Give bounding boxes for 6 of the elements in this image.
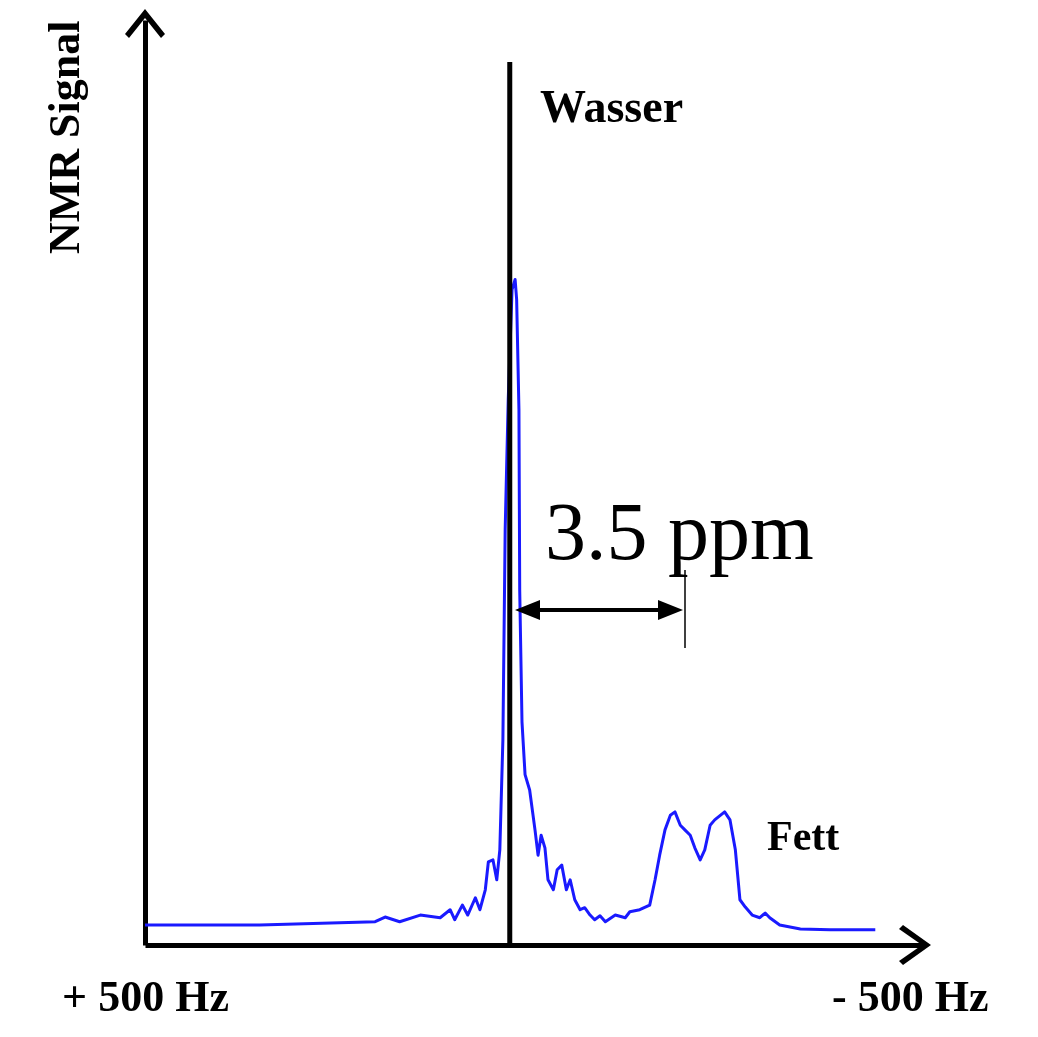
y-axis-title: NMR Signal (39, 20, 89, 254)
annotation: Fett (767, 813, 840, 859)
x-tick-label: + 500 Hz (62, 971, 229, 1021)
text: Wasser (540, 81, 684, 132)
x-tick-label: - 500 Hz (832, 971, 989, 1021)
annotation: 3.5 ppm (545, 486, 814, 577)
